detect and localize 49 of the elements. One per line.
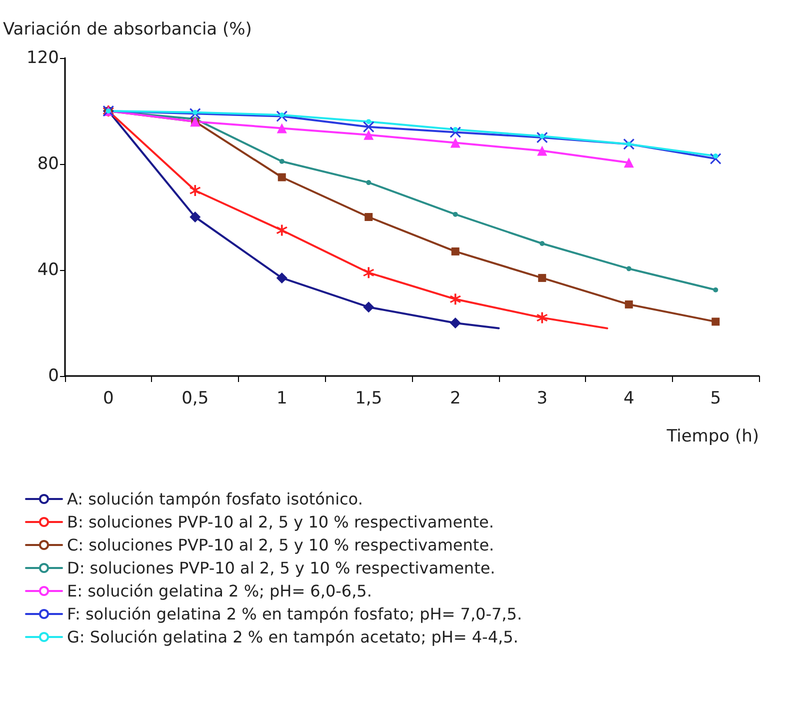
point xyxy=(364,130,374,140)
point xyxy=(366,180,372,186)
x-tick-label: 0 xyxy=(102,388,114,408)
y-tick-label: 80 xyxy=(37,154,59,174)
point xyxy=(451,247,460,256)
x-axis-title: Tiempo (h) xyxy=(666,426,759,446)
point xyxy=(713,287,718,292)
legend-label: E: solución gelatina 2 %; pH= 6,0-6,5. xyxy=(67,582,372,600)
point xyxy=(190,212,201,222)
legend-label: F: solución gelatina 2 % en tampón fosfato; pH= 7,0-7,5. xyxy=(67,604,522,624)
y-axis-title: Variación de absorbancia (%) xyxy=(3,20,252,40)
x-tick-label: 2 xyxy=(450,388,461,408)
legend-label: D: soluciones PVP-10 al 2, 5 y 10 % respectivamente. xyxy=(67,558,496,578)
point xyxy=(538,274,546,282)
legend-label: C: soluciones PVP-10 al 2, 5 y 10 % respectivamente. xyxy=(67,536,494,554)
point xyxy=(450,138,460,148)
point xyxy=(452,212,458,217)
point xyxy=(363,121,374,132)
y-tick-label: 120 xyxy=(26,48,59,68)
point xyxy=(279,158,284,164)
point xyxy=(624,158,634,168)
point xyxy=(536,312,548,324)
point xyxy=(537,146,548,156)
y-tick-label: 40 xyxy=(37,260,59,280)
point xyxy=(626,266,632,272)
point xyxy=(363,302,374,313)
point xyxy=(278,173,286,182)
point xyxy=(624,300,633,308)
point xyxy=(450,294,461,305)
x-tick-label: 1,5 xyxy=(355,388,382,408)
point xyxy=(190,185,201,196)
x-tick-label: 0,5 xyxy=(182,388,209,408)
point xyxy=(276,224,288,236)
point xyxy=(276,272,288,284)
point xyxy=(450,318,461,328)
legend-label: A: solución tampón fosfato isotónico. xyxy=(67,490,363,508)
legend-label: G: Solución gelatina 2 % en tampón acetato; pH= 4-4,5. xyxy=(67,628,518,646)
point xyxy=(366,119,372,124)
point xyxy=(363,267,374,278)
point xyxy=(712,318,720,326)
point xyxy=(276,123,287,134)
point xyxy=(540,241,545,246)
point xyxy=(364,213,373,221)
x-tick-label: 3 xyxy=(536,388,548,408)
y-tick-label: 0 xyxy=(48,366,59,386)
x-tick-label: 5 xyxy=(710,388,722,408)
x-tick-label: 4 xyxy=(623,388,634,408)
legend-label: B: soluciones PVP-10 al 2, 5 y 10 % respectivamente. xyxy=(67,512,494,532)
x-tick-label: 1 xyxy=(276,388,288,408)
